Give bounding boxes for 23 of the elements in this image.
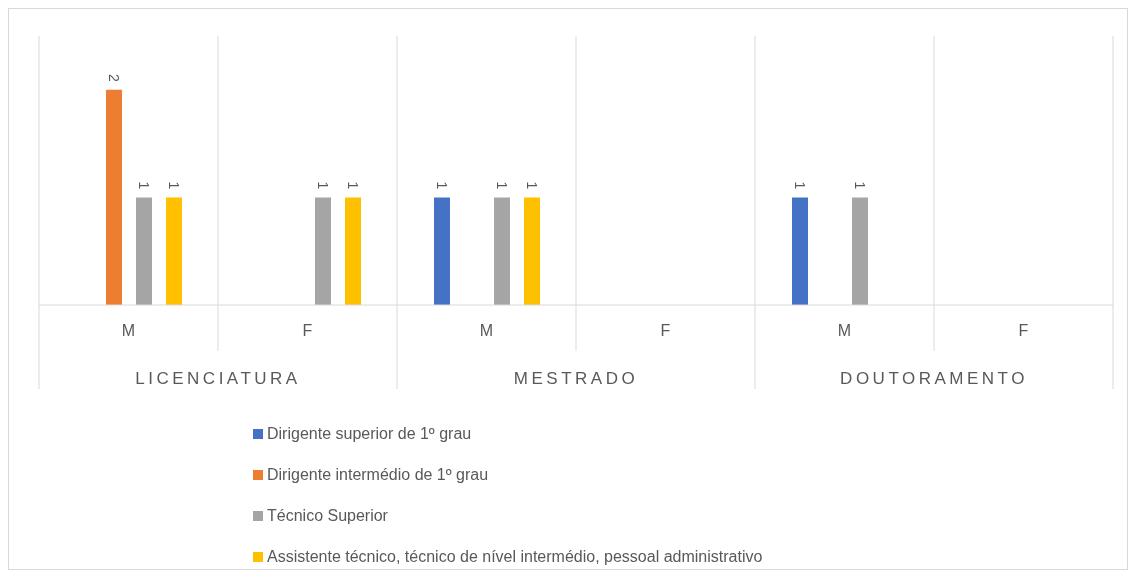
data-label: 1 — [524, 181, 540, 190]
legend-label: Dirigente superior de 1º grau — [267, 424, 472, 443]
text: LICENCIATURA — [134, 369, 302, 389]
x-tick-label: F — [660, 322, 671, 340]
legend-label: Assistente técnico, técnico de nível intermédio, pessoal administrativo — [267, 547, 763, 566]
data-label: 1 — [434, 181, 450, 190]
x-tick-label: F — [302, 322, 313, 340]
data-label: 1 — [136, 181, 152, 190]
data-label: 1 — [345, 181, 361, 190]
data-label: 1 — [792, 181, 808, 190]
data-label: 1 — [494, 181, 510, 190]
data-label: 1 — [315, 181, 331, 190]
x-tick-label: M — [837, 322, 852, 340]
x-tick-label: F — [1018, 322, 1029, 340]
legend-label: Dirigente intermédio de 1º grau — [267, 465, 489, 484]
data-label: 1 — [852, 181, 868, 190]
data-label: 1 — [166, 181, 182, 190]
data-label: 2 — [106, 74, 122, 82]
text: DOUTORAMENTO — [839, 369, 1029, 389]
x-tick-label: M — [479, 322, 494, 340]
legend-label: Técnico Superior — [267, 506, 388, 525]
text: MESTRADO — [512, 369, 640, 389]
x-tick-label: M — [121, 322, 136, 340]
